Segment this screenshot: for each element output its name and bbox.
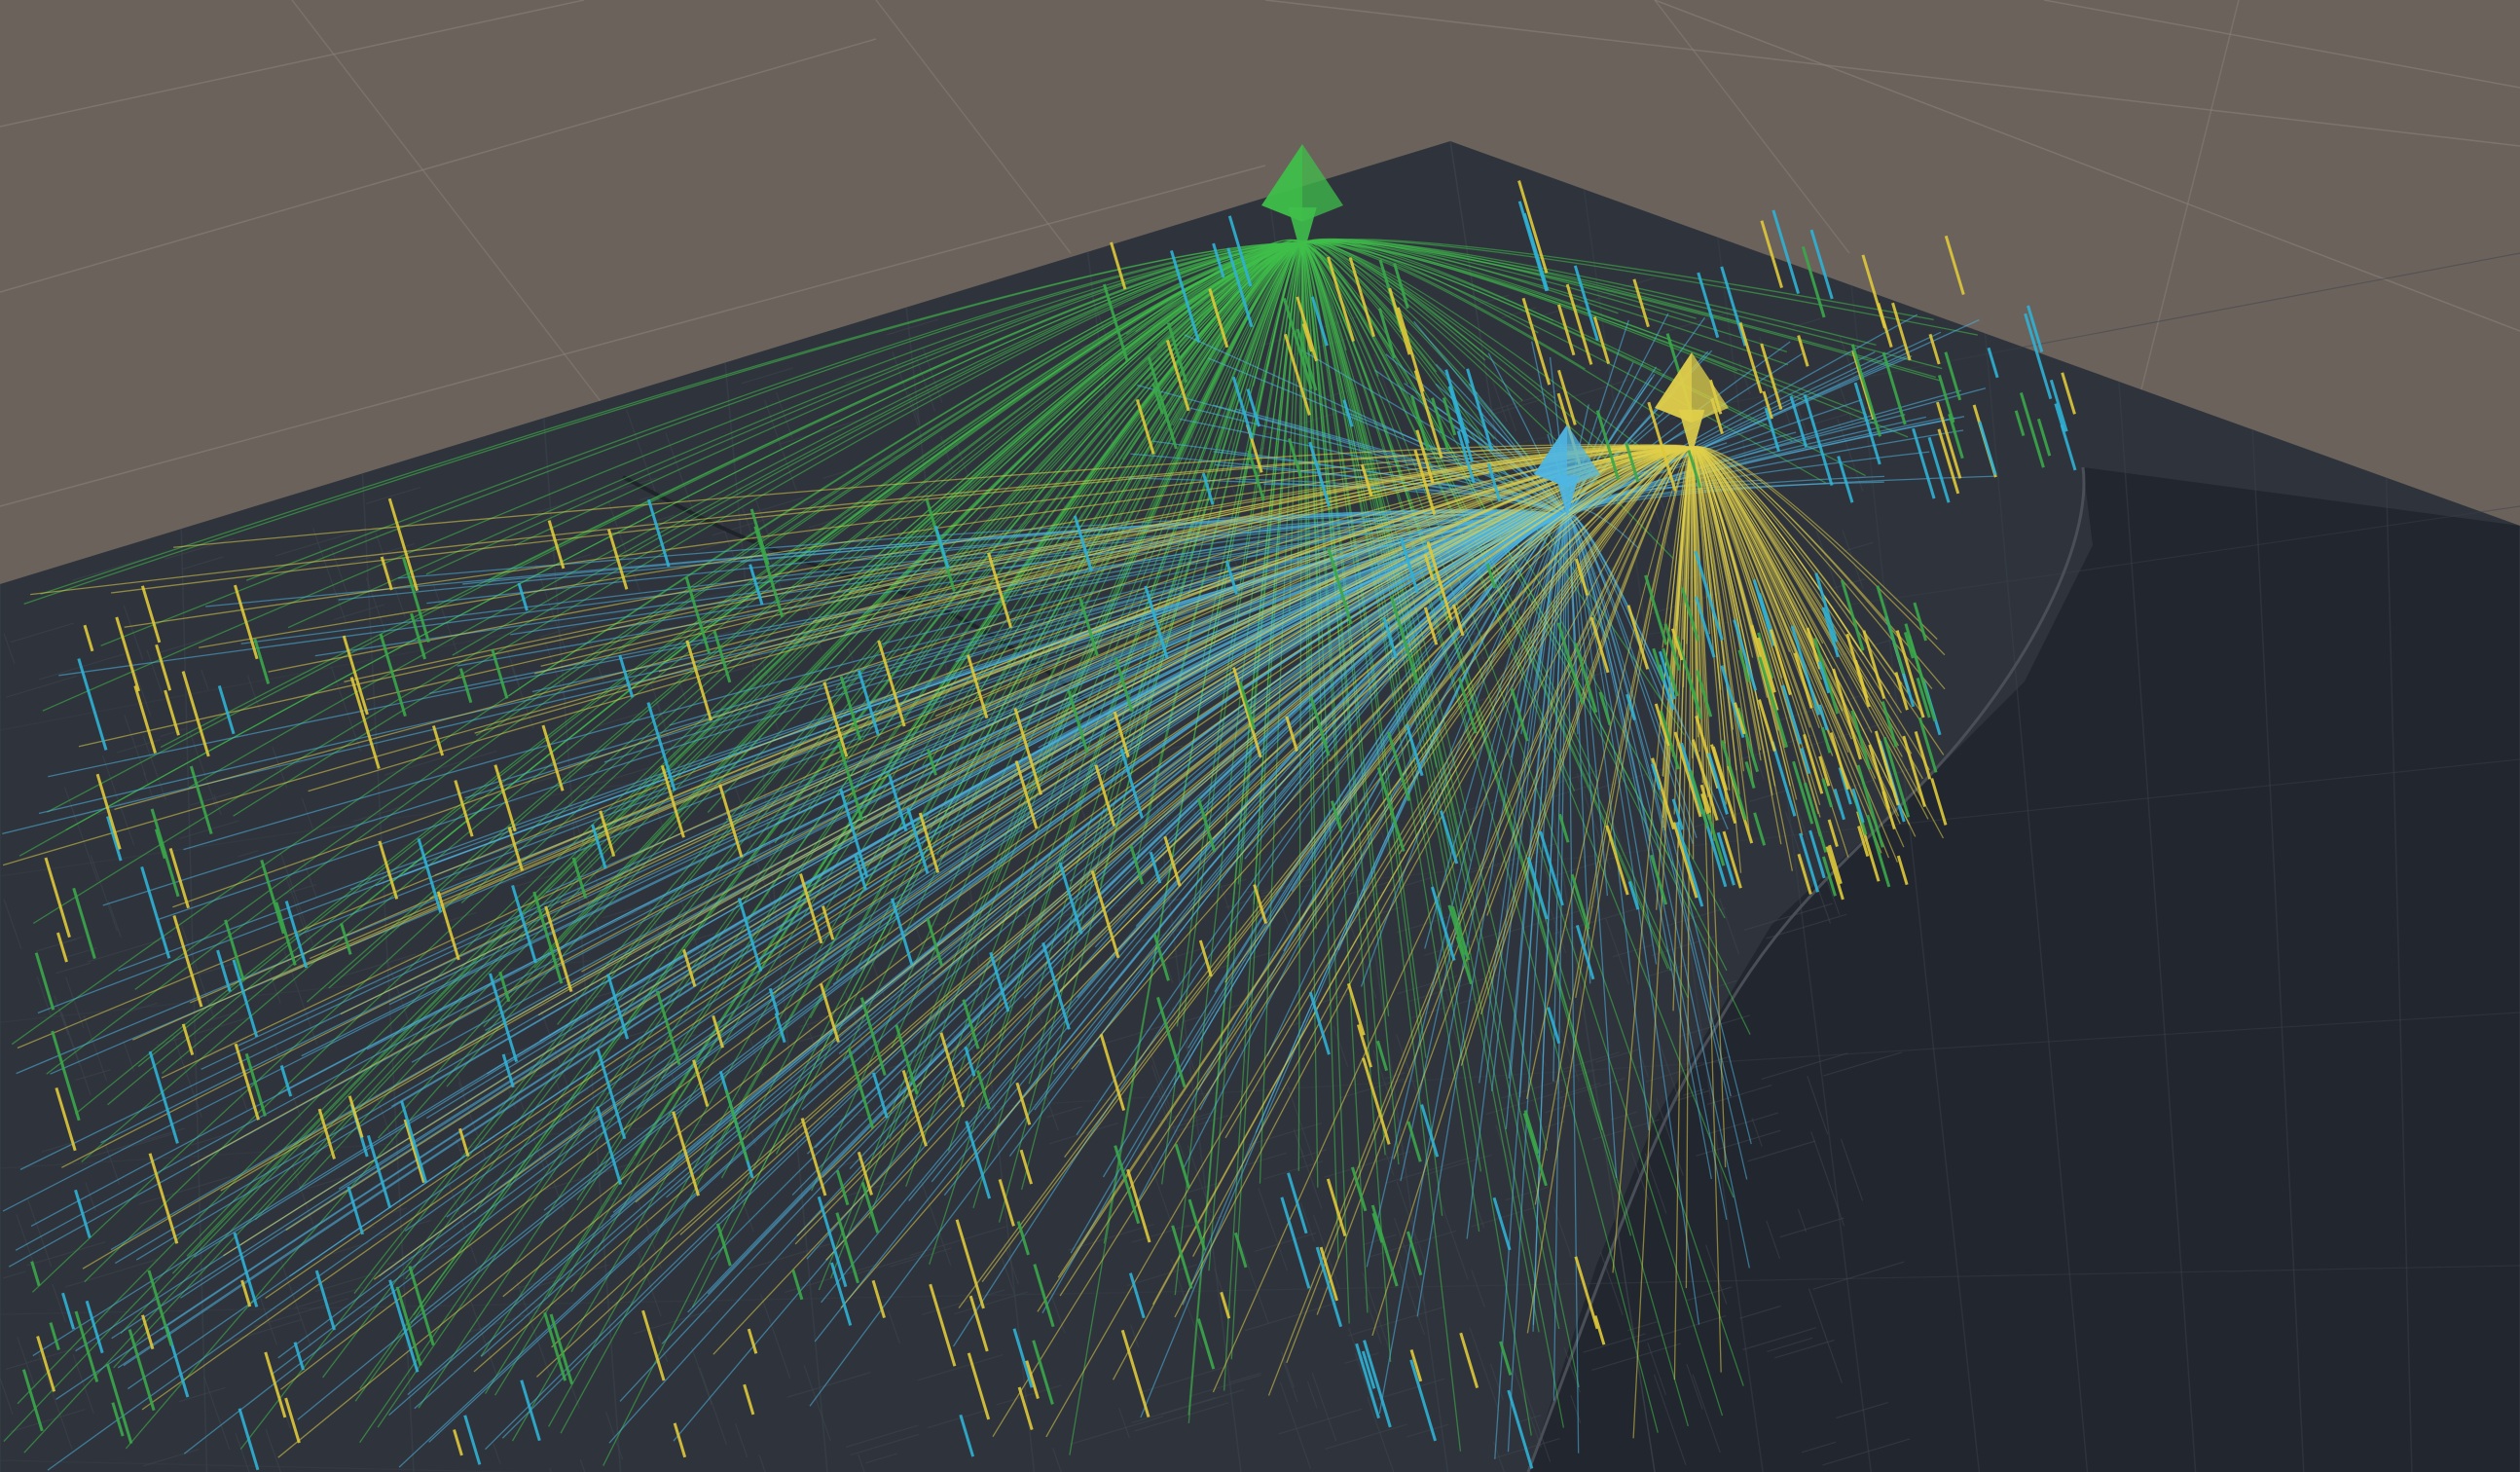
blue-pyramid-icon[interactable] [1534, 424, 1600, 518]
hub-markers [1261, 144, 1729, 518]
lake-water [1528, 467, 2520, 1472]
sky-grid [0, 0, 2520, 507]
shoreline [1526, 466, 2086, 1472]
green-pyramid-icon[interactable] [1261, 144, 1343, 259]
yellow-pyramid-icon[interactable] [1655, 352, 1729, 457]
spikes [21, 180, 2077, 1471]
